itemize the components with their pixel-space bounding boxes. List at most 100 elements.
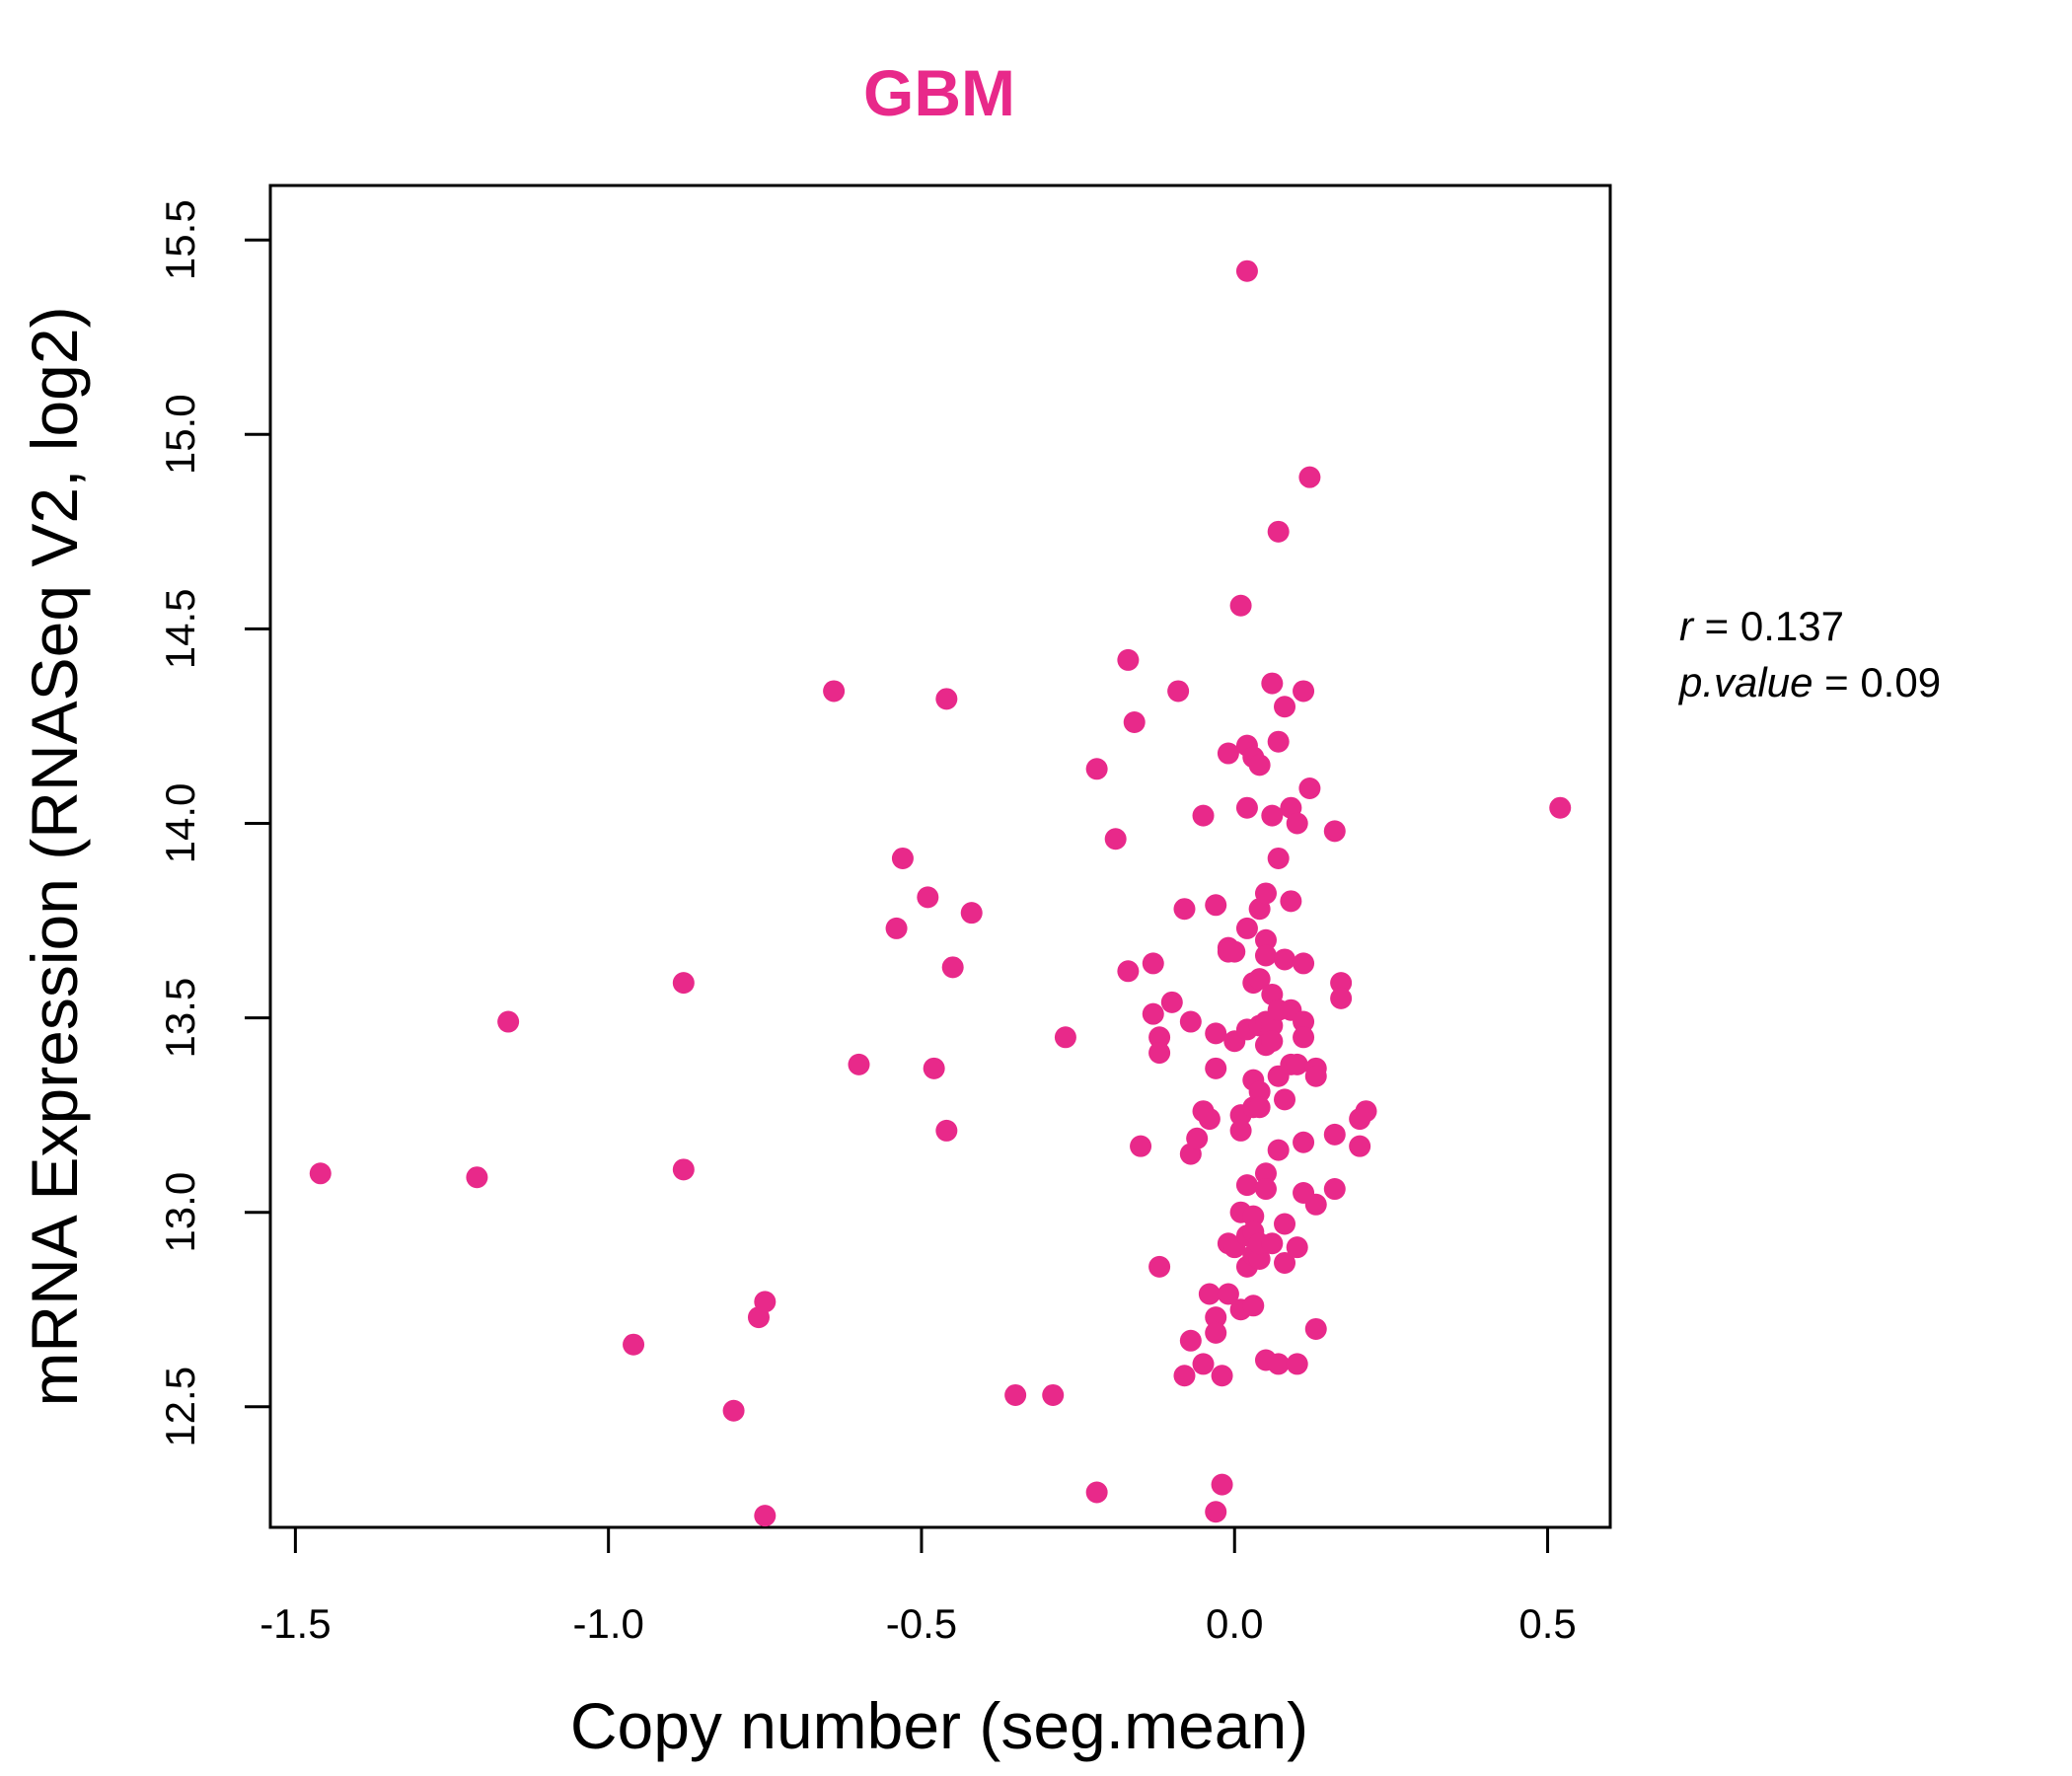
data-point [1254,1162,1277,1185]
data-point [1298,777,1321,800]
data-point [1254,944,1277,967]
data-point [891,847,914,869]
data-point [1286,812,1308,835]
data-point [1148,1042,1171,1065]
data-point [1123,711,1146,733]
data-point [1323,1178,1346,1201]
data-point [1304,1317,1327,1340]
data-point [1235,796,1258,819]
x-tick-label: -0.5 [886,1600,957,1647]
y-tick-label: 14.5 [157,589,203,670]
chart-title: GBM [863,56,1015,129]
data-point [1261,1030,1284,1053]
data-point [1211,1473,1233,1496]
data-point [1248,1096,1271,1119]
data-point [1304,1193,1327,1216]
data-point [917,886,939,909]
data-point [1267,1139,1290,1161]
data-point [1229,1119,1252,1142]
data-point [1205,1321,1227,1344]
data-point [1293,952,1315,975]
data-point [1004,1383,1027,1406]
y-tick-label: 15.0 [157,394,203,475]
data-point [672,972,695,995]
data-point [935,688,958,710]
data-point [1267,847,1290,869]
data-point [1205,1057,1227,1079]
data-point [1267,520,1290,543]
data-point [1293,1010,1315,1033]
data-point [1085,758,1108,780]
data-point [497,1010,520,1033]
data-point [1085,1481,1108,1504]
y-tick-label: 13.5 [157,978,203,1059]
data-point [1254,882,1277,905]
data-point [1235,1174,1258,1197]
data-point [1217,1283,1239,1305]
data-point [1235,917,1258,939]
data-point [1274,1213,1296,1235]
plot-frame [268,184,1612,1529]
data-point [1117,960,1140,983]
data-point [722,1399,745,1422]
data-point [1192,804,1215,827]
data-point [1186,1127,1209,1149]
p-equals: = [1813,659,1860,705]
data-point [1286,1053,1308,1075]
data-point [754,1505,777,1527]
data-point [1549,796,1572,819]
data-point [1223,940,1246,963]
data-point [1248,1248,1271,1270]
data-point [1142,1002,1164,1025]
data-point [1148,1255,1171,1278]
data-point [1355,1100,1377,1123]
data-point [1261,672,1284,695]
data-point [1173,898,1196,921]
data-point [1104,828,1127,851]
data-point [672,1158,695,1181]
data-point [1254,928,1277,951]
data-point [1192,1353,1215,1375]
data-point [1229,594,1252,617]
y-tick-label: 13.0 [157,1172,203,1253]
x-axis: -1.5 -1.0 -0.5 0.0 0.5 [259,1525,1577,1647]
data-point [1330,987,1353,1009]
data-point [1167,680,1190,703]
data-point [1160,991,1183,1013]
data-point [1248,1080,1271,1103]
p-label: p.value [1677,659,1813,705]
r-equals: = [1693,603,1740,649]
data-point [1242,1205,1265,1227]
data-point [960,902,983,925]
data-point [885,917,908,939]
data-point [623,1333,645,1356]
x-axis-label: Copy number (seg.mean) [570,1689,1308,1762]
data-point [1286,1236,1308,1259]
data-point [466,1166,488,1189]
data-point [1254,1178,1277,1201]
data-point [1054,1026,1076,1049]
data-point [1179,1010,1202,1033]
data-point [1323,820,1346,843]
y-tick-label: 15.5 [157,199,203,280]
x-tick-label: -1.5 [259,1600,331,1647]
data-point [1280,890,1302,913]
data-point [1293,680,1315,703]
data-point [1274,1251,1296,1274]
data-point [935,1119,958,1142]
data-point [1148,1026,1171,1049]
data-point [1293,1131,1315,1153]
data-point [1142,952,1164,975]
data-point [1205,1306,1227,1329]
data-point [1304,1065,1327,1087]
data-point [1179,1329,1202,1352]
x-tick-label: 0.5 [1518,1600,1576,1647]
y-tick-label: 12.5 [157,1367,203,1447]
data-point [1217,742,1239,765]
data-point [941,956,964,979]
data-point [1205,1501,1227,1523]
data-point [309,1162,332,1185]
data-point [1235,259,1258,282]
data-point [1205,894,1227,917]
